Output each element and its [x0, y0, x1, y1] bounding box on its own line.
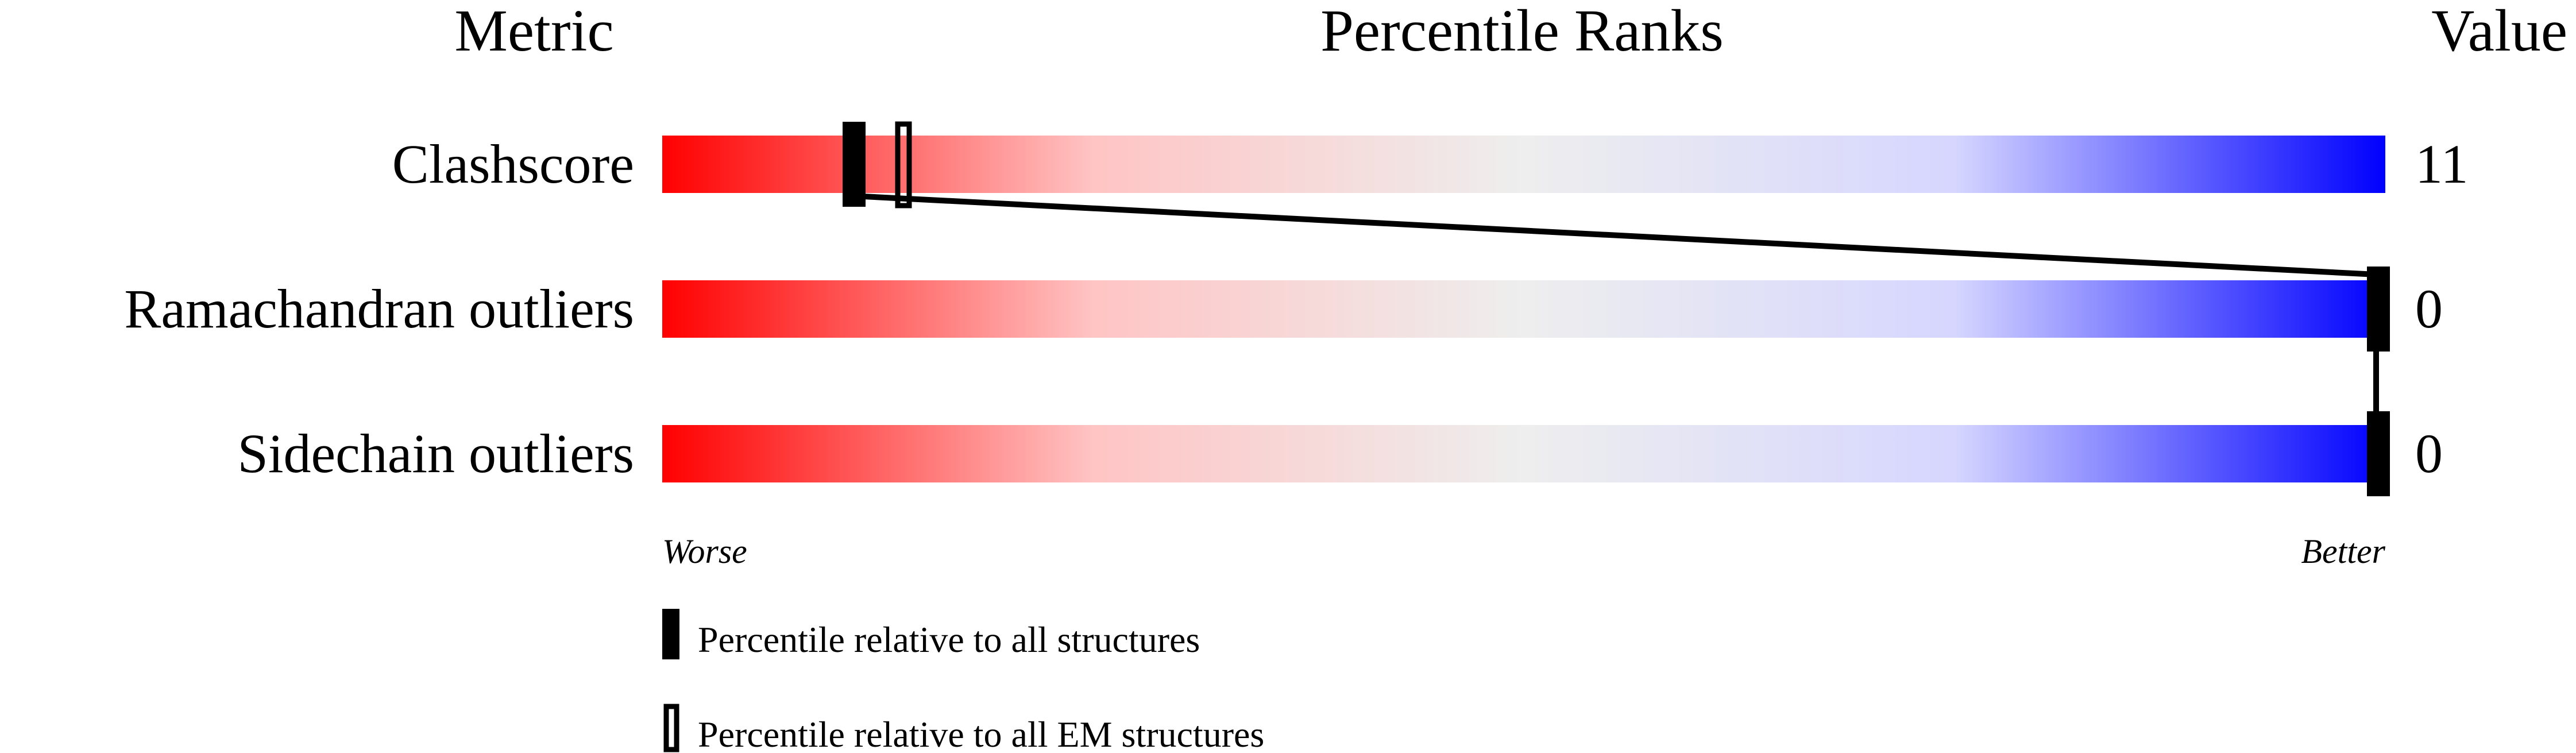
marker-all-structures — [843, 122, 866, 207]
metric-label: Clashscore — [392, 133, 634, 195]
legend-filled-label: Percentile relative to all structures — [698, 619, 1200, 660]
metric-row: Clashscore 11 — [392, 133, 2469, 195]
header-value: Value — [2431, 0, 2567, 64]
metric-label: Ramachandran outliers — [124, 278, 634, 339]
metric-value: 0 — [2415, 423, 2443, 484]
metric-row: Sidechain outliers 0 — [237, 423, 2443, 484]
legend-hollow-marker — [663, 704, 679, 752]
percentile-bar — [662, 280, 2385, 338]
legend-hollow-label: Percentile relative to all EM structures — [698, 714, 1264, 753]
legend: Percentile relative to all structures Pe… — [662, 609, 1264, 753]
header-percentile-ranks: Percentile Ranks — [1320, 0, 1724, 64]
metric-value: 11 — [2415, 133, 2468, 195]
legend-filled-marker — [662, 609, 679, 659]
axis-label-better: Better — [2301, 532, 2385, 570]
percentile-link-line — [851, 193, 2377, 277]
marker-em-structures — [895, 121, 912, 208]
metric-value: 0 — [2415, 278, 2443, 339]
percentile-bar — [662, 136, 2385, 193]
header-metric: Metric — [454, 0, 613, 64]
axis-label-worse: Worse — [662, 532, 747, 570]
marker-all-structures — [2367, 411, 2390, 496]
metric-label: Sidechain outliers — [237, 423, 634, 484]
metric-row: Ramachandran outliers 0 — [124, 278, 2443, 339]
marker-all-structures — [2367, 267, 2390, 352]
percentile-bar — [662, 425, 2385, 482]
